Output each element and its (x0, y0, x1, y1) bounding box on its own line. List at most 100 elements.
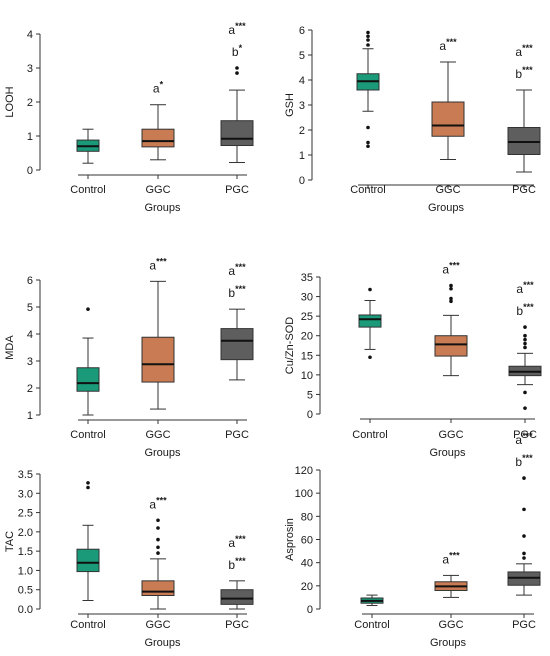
box-ggc: a*** (434, 550, 468, 598)
x-axis-title: Groups (144, 202, 181, 214)
outlier-point (522, 476, 526, 480)
outlier-point (156, 518, 160, 523)
y-tick-label: 0 (307, 409, 313, 421)
y-tick-label: 100 (295, 488, 313, 500)
chart-panel-tac: 0.0 0.5 1.0 1.5 2.0 2.5 3.0 3.5 TAC Control GGC PGC… (4, 469, 254, 649)
box-control (76, 307, 100, 416)
x-tick-label: Control (70, 184, 105, 196)
y-tick-label: 40 (301, 558, 313, 570)
significance-label: b*** (515, 453, 533, 469)
x-tick-label: GGC (145, 184, 170, 196)
significance-label: a*** (442, 261, 460, 277)
box-ggc: a*** (141, 256, 175, 410)
significance-label: b*** (228, 284, 246, 300)
outlier-point (368, 287, 372, 292)
x-tick-label: PGC (225, 184, 249, 196)
x-tick-label: PGC (513, 429, 537, 441)
iqr-box (141, 580, 175, 596)
significance-label: a*** (228, 21, 246, 37)
y-tick-label: 15 (301, 350, 313, 362)
outlier-point (522, 551, 526, 556)
y-tick-label: 0.5 (18, 585, 33, 597)
x-tick-label: PGC (225, 429, 249, 441)
outlier-point (156, 551, 160, 555)
y-tick-label: 80 (301, 511, 313, 523)
y-tick-label: 2 (299, 125, 305, 137)
chart-panel-looh: 0 1 2 3 4 LOOH Control GGC PGC Groups a* a*** b* (4, 21, 254, 214)
significance-label: a*** (149, 256, 167, 272)
outlier-point (523, 333, 527, 338)
significance-label: b*** (228, 556, 246, 572)
y-tick-label: 6 (299, 25, 305, 37)
significance-label: a*** (515, 43, 533, 59)
y-tick-label: 0 (299, 175, 305, 187)
significance-label: b*** (516, 302, 534, 318)
y-axis-title: Cu/Zn-SOD (284, 317, 296, 375)
y-tick-label: 3 (299, 100, 305, 112)
significance-label: a*** (516, 280, 534, 296)
iqr-box (76, 548, 100, 573)
x-tick-label: Control (70, 619, 105, 631)
outlier-point (523, 406, 527, 410)
y-tick-label: 30 (301, 292, 313, 304)
box-pgc: a*** b*** (507, 431, 541, 596)
y-tick-label: 60 (301, 535, 313, 547)
x-tick-label: Control (352, 429, 387, 441)
outlier-point (522, 556, 526, 560)
outlier-point (156, 526, 160, 530)
box-pgc: a*** b* (220, 21, 254, 164)
significance-label: a*** (228, 534, 246, 550)
box-pgc: a*** b*** (220, 534, 254, 610)
outlier-point (449, 299, 453, 304)
significance-label: a*** (439, 37, 457, 53)
y-tick-label: 1 (299, 150, 305, 162)
outlier-point (366, 125, 370, 130)
chart-panel-asprosin: 0 20 40 60 80 100 120 Asprosin Control GGC PGC Grou… (284, 431, 541, 649)
y-tick-label: 6 (27, 275, 33, 287)
y-tick-label: 25 (301, 311, 313, 323)
iqr-box (220, 120, 254, 147)
outlier-point (366, 38, 370, 42)
x-axis-title: Groups (144, 637, 181, 649)
outlier-point (86, 485, 90, 490)
y-tick-label: 20 (301, 331, 313, 343)
y-tick-label: 4 (27, 29, 33, 41)
outlier-point (449, 283, 453, 288)
iqr-box (431, 101, 465, 137)
outlier-point (449, 286, 453, 291)
chart-panel-cu-zn-sod: 0 5 10 15 20 25 30 35 Cu/Zn-SOD Control GGC PGC Grou… (284, 261, 542, 459)
y-tick-label: 3.5 (18, 469, 33, 481)
x-tick-label: GGC (438, 429, 463, 441)
y-tick-label: 2 (27, 97, 33, 109)
y-tick-label: 1.5 (18, 546, 33, 558)
y-axis-title: LOOH (4, 86, 16, 117)
chart-panel-mda: 1 2 3 4 5 6 MDA Control GGC PGC Groups a*** a*** b*** (4, 256, 254, 459)
y-tick-label: 0 (27, 165, 33, 177)
outlier-point (523, 325, 527, 329)
significance-label: b*** (515, 65, 533, 81)
box-ggc: a*** (434, 261, 468, 377)
outlier-point (235, 71, 239, 75)
outlier-point (86, 307, 90, 311)
significance-label: a*** (149, 495, 167, 511)
iqr-box (76, 367, 100, 392)
iqr-box (434, 335, 468, 357)
iqr-box (220, 589, 254, 605)
x-tick-label: Control (70, 429, 105, 441)
outlier-point (523, 345, 527, 350)
outlier-point (366, 43, 370, 47)
significance-label: a*** (442, 550, 460, 566)
y-tick-label: 1 (27, 410, 33, 422)
iqr-box (358, 314, 382, 328)
iqr-box (141, 128, 175, 148)
outlier-point (522, 534, 526, 538)
y-tick-label: 2.0 (18, 527, 33, 539)
box-ggc: a* (141, 80, 175, 161)
x-axis-title: Groups (430, 637, 467, 649)
x-axis-title: Groups (428, 202, 465, 214)
outlier-point (235, 66, 239, 70)
x-tick-label: GGC (435, 184, 460, 196)
y-axis-title: TAC (4, 531, 16, 552)
outlier-point (156, 545, 160, 550)
